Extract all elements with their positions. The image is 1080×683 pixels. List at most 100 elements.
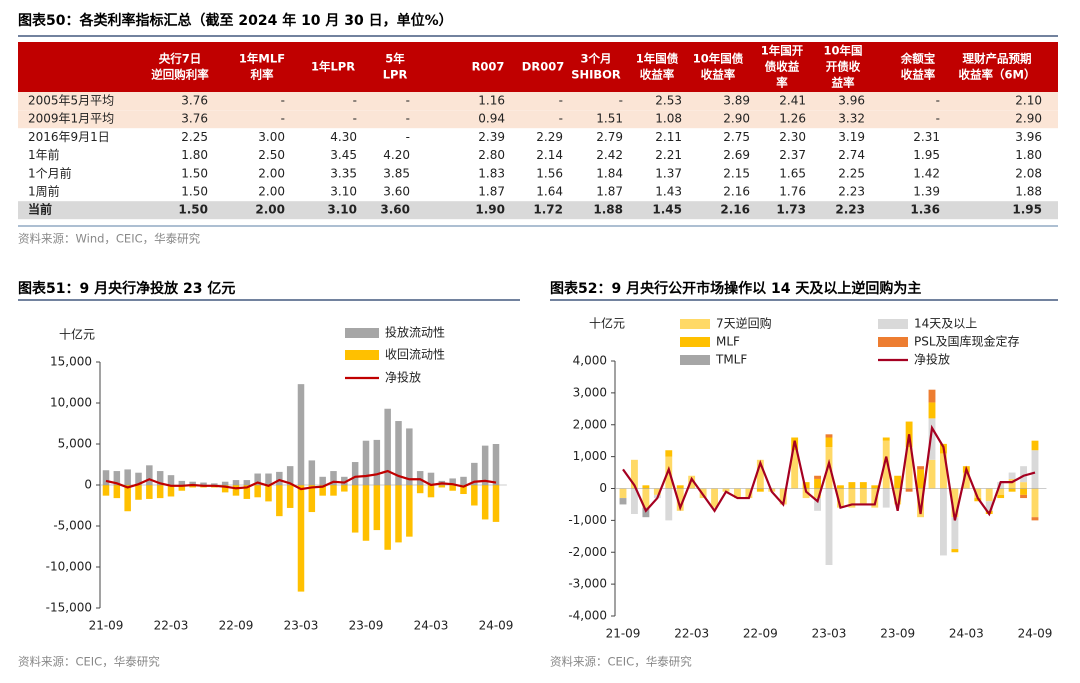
bar-segment: [1008, 478, 1016, 489]
y-tick-label: 10,000: [50, 396, 92, 410]
bar-segment: [113, 471, 121, 485]
cell: 3.19: [838, 130, 865, 144]
legend-label: 净投放: [914, 352, 950, 367]
cell: -: [281, 94, 285, 108]
y-tick-label: -10,000: [46, 560, 92, 574]
cell: 1.50: [178, 203, 208, 217]
bar-segment: [221, 485, 229, 493]
column-header: 债收益: [765, 60, 800, 74]
y-tick-label: 4,000: [573, 354, 607, 368]
y-tick-label: 3,000: [573, 385, 607, 399]
column-header: 收益率（6M）: [959, 68, 1036, 82]
cell: 1.84: [596, 166, 623, 180]
cell: -: [559, 112, 563, 126]
column-header: 3个月: [580, 52, 611, 66]
cell: 3.00: [258, 130, 285, 144]
bar-segment: [492, 444, 500, 485]
bar-segment: [449, 478, 456, 485]
cell: 1.88: [1015, 185, 1042, 199]
bar-segment: [265, 473, 272, 485]
bar-segment: [373, 485, 381, 531]
bar-segment: [481, 445, 489, 485]
bar-segment: [341, 485, 348, 492]
bar-segment: [756, 459, 764, 489]
row-bg: [18, 110, 1058, 129]
bar-segment: [276, 471, 283, 485]
bar-segment: [905, 488, 913, 492]
column-header: 5年: [385, 52, 405, 66]
cell: 1.64: [536, 185, 563, 199]
x-tick-label: 23-09: [349, 619, 384, 633]
bar-segment: [373, 439, 381, 485]
y-tick-label: -3,000: [568, 577, 607, 591]
row-label: 2005年5月平均: [28, 94, 114, 108]
bar-segment: [676, 485, 684, 489]
x-tick-label: 21-09: [89, 619, 124, 633]
cell: 2.29: [536, 130, 563, 144]
bar-segment: [330, 485, 337, 496]
bar-segment: [297, 485, 305, 592]
cell: 2.21: [655, 148, 682, 162]
column-header: 余额宝: [900, 52, 936, 66]
bar-segment: [665, 450, 673, 457]
bar-segment: [167, 475, 175, 485]
bar-segment: [146, 465, 153, 485]
cell: 2.74: [838, 148, 865, 162]
cell: 4.20: [383, 148, 410, 162]
bar-segment: [802, 482, 810, 489]
bar-segment: [928, 402, 936, 419]
legend-label: 14天及以上: [914, 317, 977, 331]
bar-segment: [406, 485, 413, 537]
cell: 2.15: [723, 166, 750, 180]
y-tick-label: -4,000: [568, 609, 607, 623]
cell: 3.10: [327, 203, 357, 217]
row-label: 当前: [28, 202, 52, 217]
y-tick-label: -2,000: [568, 545, 607, 559]
cell: 2.41: [779, 94, 806, 108]
bar-segment: [642, 485, 650, 489]
cell: 1.26: [779, 112, 806, 126]
bar-segment: [779, 488, 787, 505]
cell: 2.00: [255, 203, 285, 217]
cell: 1.87: [596, 185, 623, 199]
cell: 1.42: [913, 166, 940, 180]
row-label: 1年前: [28, 147, 60, 162]
x-tick-label: 23-09: [880, 627, 915, 641]
column-header: DR007: [522, 60, 564, 74]
bar-segment: [384, 485, 391, 550]
bar-segment: [189, 481, 196, 485]
cell: -: [281, 112, 285, 126]
bar-segment: [1008, 472, 1016, 479]
bar-segment: [276, 485, 283, 517]
bar-segment: [406, 428, 413, 485]
bar-segment: [814, 478, 821, 489]
legend-swatch: [878, 319, 908, 329]
cell: 1.76: [779, 185, 806, 199]
bar-segment: [254, 485, 261, 498]
column-header: 益率: [832, 76, 855, 90]
bar-segment: [688, 475, 696, 489]
bar-segment: [894, 488, 902, 505]
cell: 0.94: [478, 112, 505, 126]
cell: -: [353, 112, 357, 126]
cell: -: [406, 112, 410, 126]
bar-segment: [962, 472, 970, 489]
bar-segment: [665, 488, 673, 521]
cell: 3.96: [838, 94, 865, 108]
bar-segment: [481, 485, 489, 520]
bar-segment: [928, 459, 936, 489]
bar-segment: [384, 408, 391, 485]
bar-segment: [814, 498, 821, 511]
bar-segment: [837, 485, 844, 489]
y-tick-label: 2,000: [573, 417, 607, 431]
bar-segment: [243, 480, 251, 485]
chart-title: 图表52：9 月央行公开市场操作以 14 天及以上逆回购为主: [550, 280, 921, 297]
cell: 2.69: [723, 148, 750, 162]
bar-segment: [427, 485, 435, 498]
cell: 3.96: [1015, 130, 1042, 144]
bar-segment: [1031, 517, 1039, 521]
row-label: 1个月前: [28, 165, 72, 180]
y-tick-label: 0: [599, 481, 607, 495]
unit-label: 十亿元: [589, 316, 625, 331]
